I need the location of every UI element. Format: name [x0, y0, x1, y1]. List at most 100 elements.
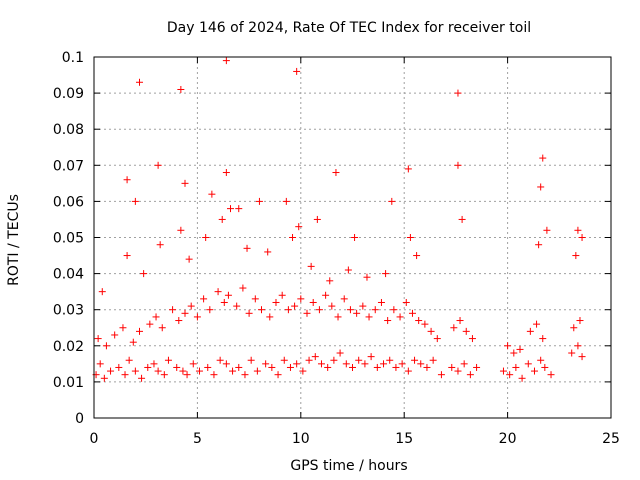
data-point — [235, 205, 243, 213]
data-point — [309, 298, 317, 306]
data-point — [384, 317, 392, 325]
data-point — [429, 356, 437, 364]
x-axis-label: GPS time / hours — [290, 458, 407, 474]
data-point — [332, 169, 340, 177]
data-point — [524, 360, 532, 368]
data-point — [293, 67, 301, 75]
data-point — [427, 327, 435, 335]
data-point — [204, 363, 212, 371]
data-point — [454, 161, 462, 169]
data-point — [243, 244, 251, 252]
data-point — [100, 374, 108, 382]
data-point — [355, 356, 363, 364]
data-point — [437, 371, 445, 379]
data-point — [466, 371, 474, 379]
data-point — [202, 234, 210, 241]
data-point — [326, 277, 334, 285]
data-point — [382, 270, 390, 278]
data-points — [92, 57, 586, 382]
data-point — [415, 317, 423, 325]
y-tick-label: 0.04 — [53, 267, 84, 283]
data-point — [245, 309, 253, 317]
data-point — [251, 295, 259, 303]
data-point — [408, 309, 416, 317]
data-point — [456, 317, 464, 325]
data-point — [160, 371, 168, 379]
data-point — [177, 85, 185, 93]
data-point — [330, 356, 338, 364]
data-point — [177, 226, 185, 234]
data-point — [359, 302, 367, 310]
data-point — [504, 342, 512, 350]
data-point — [574, 226, 582, 234]
data-point — [535, 241, 543, 249]
data-point — [413, 252, 421, 260]
x-tick-label: 20 — [499, 431, 517, 447]
data-point — [417, 360, 425, 368]
data-point — [328, 302, 336, 310]
data-point — [450, 324, 458, 332]
y-tick-label: 0.02 — [53, 339, 84, 355]
chart-title: Day 146 of 2024, Rate Of TEC Index for r… — [167, 20, 531, 36]
data-point — [460, 360, 468, 368]
data-point — [361, 360, 369, 368]
y-tick-label: 0 — [75, 411, 84, 427]
data-point — [222, 169, 230, 177]
data-point — [297, 295, 305, 303]
data-point — [121, 371, 129, 379]
data-point — [315, 306, 323, 314]
data-point — [402, 298, 410, 306]
data-point — [286, 363, 294, 371]
y-tick-label: 0.07 — [53, 158, 84, 174]
data-point — [222, 360, 230, 368]
data-point — [220, 298, 228, 306]
x-tick-label: 0 — [90, 431, 99, 447]
data-point — [253, 367, 261, 375]
data-point — [111, 331, 119, 339]
data-point — [169, 306, 177, 314]
data-point — [278, 291, 286, 299]
data-point — [195, 367, 203, 375]
data-point — [512, 363, 520, 371]
data-point — [344, 266, 352, 274]
data-point — [164, 356, 172, 364]
x-tick-label: 15 — [395, 431, 413, 447]
data-point — [94, 335, 102, 343]
data-point — [518, 374, 526, 382]
data-point — [187, 302, 195, 310]
data-point — [311, 353, 319, 361]
data-point — [280, 356, 288, 364]
y-axis-label: ROTI / TECUs — [6, 194, 22, 286]
data-point — [258, 306, 266, 314]
data-point — [388, 197, 396, 205]
data-point — [181, 309, 189, 317]
data-point — [123, 252, 131, 260]
data-point — [346, 306, 354, 314]
data-point — [150, 360, 158, 368]
data-point — [392, 363, 400, 371]
data-point — [433, 335, 441, 343]
data-point — [200, 295, 208, 303]
data-point — [349, 363, 356, 371]
data-point — [307, 262, 315, 270]
data-point — [547, 371, 555, 379]
y-tick-label: 0.03 — [53, 303, 84, 319]
data-point — [181, 179, 189, 187]
data-point — [390, 306, 398, 314]
y-tick-label: 0.01 — [53, 375, 84, 391]
data-point — [210, 371, 218, 379]
data-point — [218, 215, 226, 223]
y-tick-label: 0.1 — [62, 50, 84, 66]
data-point — [107, 367, 115, 375]
data-point — [193, 313, 201, 321]
data-point — [131, 197, 139, 205]
data-point — [239, 284, 247, 292]
data-point — [578, 353, 586, 361]
data-point — [578, 234, 586, 241]
data-point — [119, 324, 127, 332]
data-point — [158, 324, 166, 332]
x-tick-label: 25 — [602, 431, 620, 447]
data-point — [398, 360, 406, 368]
data-point — [541, 363, 549, 371]
